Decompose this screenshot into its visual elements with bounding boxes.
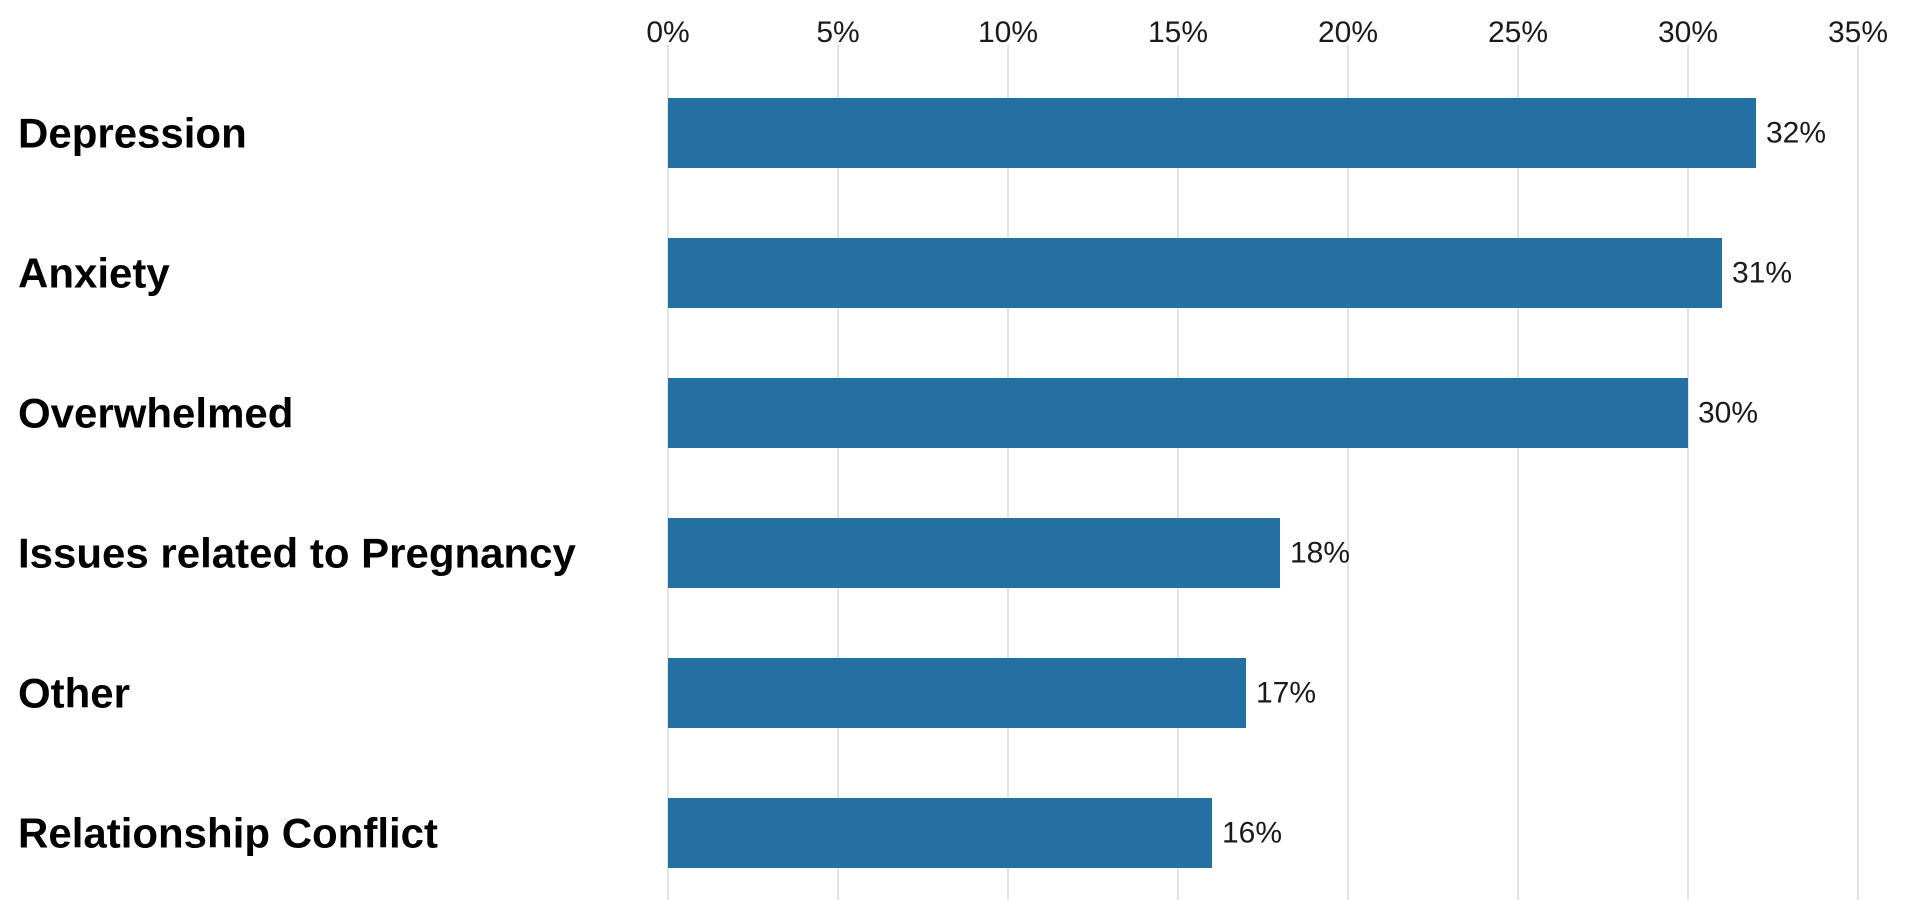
x-tick-label: 20% bbox=[1318, 16, 1378, 49]
x-tick-label: 0% bbox=[646, 16, 689, 49]
x-tick-label: 25% bbox=[1488, 16, 1548, 49]
x-tick-label: 15% bbox=[1148, 16, 1208, 49]
x-axis-ticks: 0% 5% 10% 15% 20% 25% 30% 35% bbox=[646, 16, 1888, 49]
x-tick-label: 35% bbox=[1828, 16, 1888, 49]
category-label: Depression bbox=[18, 110, 247, 157]
bar bbox=[668, 518, 1280, 588]
category-labels: Depression Anxiety Overwhelmed Issues relat… bbox=[18, 110, 577, 857]
bar bbox=[668, 378, 1688, 448]
category-label: Relationship Conflict bbox=[18, 810, 438, 857]
bar-value-label: 32% bbox=[1766, 117, 1826, 150]
bar bbox=[668, 98, 1756, 168]
bar-value-label: 18% bbox=[1290, 537, 1350, 570]
x-tick-label: 5% bbox=[816, 16, 859, 49]
bar bbox=[668, 658, 1246, 728]
gridlines bbox=[667, 45, 1859, 900]
x-tick-label: 10% bbox=[978, 16, 1038, 49]
x-tick-label: 30% bbox=[1658, 16, 1718, 49]
category-label: Other bbox=[18, 670, 130, 717]
bar bbox=[668, 798, 1212, 868]
category-label: Overwhelmed bbox=[18, 390, 293, 437]
category-label: Issues related to Pregnancy bbox=[18, 530, 577, 577]
category-label: Anxiety bbox=[18, 250, 170, 297]
bar-value-label: 30% bbox=[1698, 397, 1758, 430]
bar-value-label: 17% bbox=[1256, 677, 1316, 710]
bar-value-label: 16% bbox=[1222, 817, 1282, 850]
bar-value-label: 31% bbox=[1732, 257, 1792, 290]
bar bbox=[668, 238, 1722, 308]
value-labels: 32% 31% 30% 18% 17% 16% bbox=[1222, 117, 1826, 850]
bars bbox=[668, 98, 1756, 868]
